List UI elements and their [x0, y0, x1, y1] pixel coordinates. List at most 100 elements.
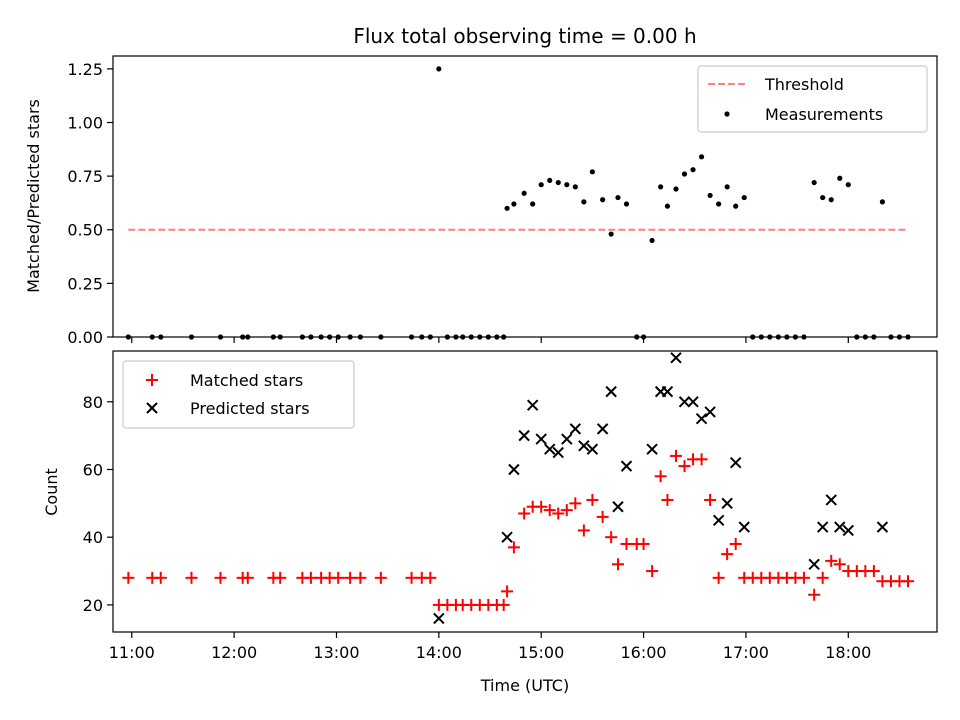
matched-stars-point: [695, 453, 708, 466]
matched-stars-point: [901, 575, 914, 588]
x-tick-label: 15:00: [518, 643, 564, 662]
matched-stars-point: [704, 493, 717, 506]
bottom-legend: Matched stars Predicted stars: [122, 360, 355, 429]
measurement-point: [707, 192, 713, 199]
matched-stars-point: [497, 598, 510, 611]
x-tick-label: 13:00: [313, 643, 359, 662]
predicted-stars-point: [825, 494, 837, 506]
matched-stars-point: [867, 565, 880, 578]
measurement-point: [673, 186, 679, 192]
matched-stars-point: [654, 470, 667, 483]
predicted-stars-point: [578, 440, 590, 452]
predicted-stars-point: [526, 399, 539, 411]
x-tick-label: 11:00: [109, 643, 155, 662]
measurement-point: [741, 194, 747, 201]
measurement-point: [879, 199, 886, 205]
measurement-point: [547, 177, 553, 184]
measurement-point: [538, 182, 544, 188]
matched-stars-point: [833, 558, 846, 571]
measurement-point: [724, 184, 730, 190]
predicted-stars-point: [596, 423, 609, 435]
matched-stars-point: [586, 493, 599, 506]
matched-stars-point: [646, 565, 659, 578]
bottom-y-tick-label: 60: [83, 460, 103, 479]
bottom-y-tick-label: 40: [83, 528, 103, 547]
matched-stars-point: [816, 571, 829, 584]
matched-stars-point: [543, 504, 556, 517]
matched-stars-point: [620, 537, 633, 550]
predicted-stars-point: [605, 385, 617, 398]
bottom-legend-box: [122, 360, 355, 429]
x-tick-label: 17:00: [723, 643, 769, 662]
predicted-stars-point: [552, 446, 564, 459]
matched-stars-point: [577, 524, 590, 537]
measurement-point: [664, 203, 671, 209]
x-tick-label: 16:00: [621, 643, 667, 662]
matched-stars-point: [825, 554, 838, 567]
bottom-y-tick-label: 20: [83, 596, 103, 615]
measurement-point: [530, 201, 536, 207]
top-y-tick-label: 1.00: [67, 113, 103, 132]
matched-stars-point: [669, 449, 682, 462]
measurement-point: [555, 179, 561, 186]
x-axis-label: Time (UTC): [480, 676, 569, 695]
predicted-stars-point: [808, 558, 820, 570]
measurement-point: [811, 179, 817, 186]
predicted-stars-point: [834, 521, 846, 533]
bottom-plot: 20 40 60 80 11:00 12:00 13:00 14:00 15:00 16:00 17…: [83, 352, 914, 662]
measurements-legend-label: Measurements: [765, 105, 883, 124]
predicted-stars-legend-label: Predicted stars: [190, 399, 310, 418]
matched-stars-point: [729, 537, 742, 550]
predicted-stars-point: [687, 396, 699, 408]
matched-stars-point: [678, 460, 691, 473]
predicted-stars-point: [670, 352, 682, 364]
top-legend-box: [697, 65, 928, 133]
measurement-point: [820, 194, 826, 201]
matched-stars-point: [596, 510, 609, 523]
matched-stars-point: [241, 571, 254, 584]
top-plot-frame: [112, 55, 938, 338]
predicted-stars-point: [586, 443, 599, 455]
measurement-point: [733, 203, 739, 209]
top-y-axis-label: Matched/Predicted stars: [24, 99, 43, 293]
top-y-tick-label: 0.75: [67, 167, 103, 186]
predicted-stars-point: [842, 524, 854, 537]
top-legend: Threshold Measurements: [697, 65, 928, 133]
measurement-point: [511, 201, 517, 207]
matched-stars-point: [122, 571, 135, 584]
predicted-stars-point: [612, 501, 624, 513]
predicted-stars-point: [561, 433, 573, 445]
bottom-y-axis-label: Count: [42, 468, 61, 516]
matched-stars-point: [797, 571, 810, 584]
predicted-stars-point: [738, 521, 750, 533]
predicted-stars-point: [816, 521, 829, 533]
measurement-point: [608, 231, 614, 237]
matched-stars-point: [611, 558, 624, 571]
top-y-tick-label: 1.25: [67, 60, 103, 79]
matched-stars-legend-swatch: [146, 374, 158, 386]
predicted-stars-point: [501, 531, 513, 543]
top-y-tick-label: 0.00: [67, 328, 103, 347]
x-tick-label: 14:00: [416, 643, 462, 662]
measurement-point: [716, 201, 722, 207]
predicted-stars-point: [695, 413, 708, 425]
matched-stars-legend-label: Matched stars: [190, 371, 303, 390]
matched-stars-point: [354, 571, 367, 584]
predicted-stars-point: [569, 423, 582, 435]
matched-stars-point: [560, 504, 573, 517]
measurement-point: [521, 190, 527, 196]
measurement-point: [600, 197, 606, 203]
predicted-stars-point: [620, 460, 633, 472]
measurement-point: [615, 194, 621, 201]
measurement-point: [436, 66, 442, 72]
matched-stars-point: [507, 541, 520, 554]
top-plot: 0.00 0.25 0.50 0.75 1.00 1.25: [67, 60, 911, 347]
matched-stars-point: [374, 571, 387, 584]
measurement-point: [649, 237, 655, 244]
predicted-stars-point: [678, 396, 691, 408]
top-y-tick-label: 0.25: [67, 274, 103, 293]
measurements-legend-swatch: [724, 111, 730, 117]
predicted-stars-point: [544, 443, 556, 455]
threshold-legend-label: Threshold: [764, 75, 844, 94]
